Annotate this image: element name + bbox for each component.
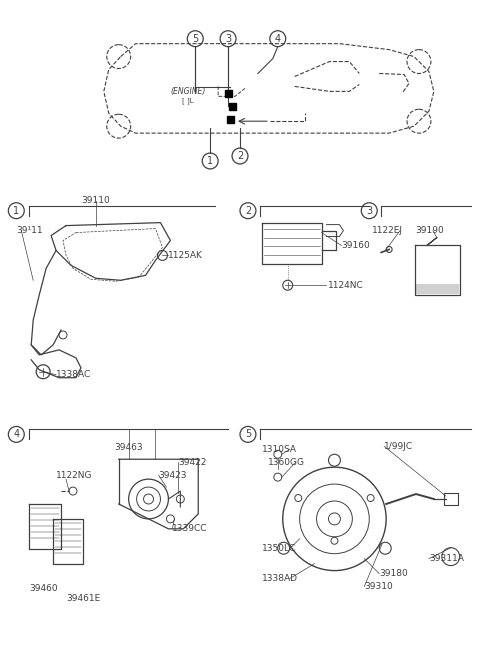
Text: 39180: 39180 [379,569,408,578]
Text: 2: 2 [245,206,251,215]
Text: 39463: 39463 [114,443,143,452]
Text: 1339CC: 1339CC [172,524,208,533]
Text: 39310: 39310 [364,582,393,591]
Text: [ ]L: [ ]L [182,97,194,104]
Text: 5: 5 [192,34,198,43]
Text: 1310SA: 1310SA [262,445,297,454]
Bar [229,103,236,110]
Text: 39423: 39423 [158,470,187,480]
Text: (ENGINE): (ENGINE) [170,87,206,96]
Text: 39160: 39160 [341,241,370,250]
Text: 5: 5 [245,430,251,440]
Text: 1124NC: 1124NC [327,281,363,290]
Text: 1350LC: 1350LC [262,544,296,553]
Text: 3: 3 [225,34,231,43]
Text: 39311A: 39311A [429,554,464,563]
Text: 1: 1 [13,206,19,215]
Text: 1122EJ: 1122EJ [372,226,403,235]
Text: 1360GG: 1360GG [268,458,305,466]
Text: 2: 2 [237,151,243,161]
Text: 39460: 39460 [29,584,58,593]
Text: 1125AK: 1125AK [168,251,204,260]
Text: 39461E: 39461E [66,594,100,603]
Text: 1338AC: 1338AC [56,371,91,379]
Text: 4: 4 [13,430,19,440]
Text: 1122NG: 1122NG [56,470,93,480]
Bar [227,116,234,124]
Bar [225,91,232,97]
Text: 1: 1 [207,156,213,166]
Text: 39190: 39190 [415,226,444,235]
Text: 3: 3 [366,206,372,215]
Text: 4: 4 [275,34,281,43]
Text: 39¹11: 39¹11 [16,226,43,235]
Text: 1338AD: 1338AD [262,574,298,583]
Text: 1/99JC: 1/99JC [384,442,413,451]
Text: 39422: 39422 [179,458,207,466]
Text: 39110: 39110 [82,196,110,205]
